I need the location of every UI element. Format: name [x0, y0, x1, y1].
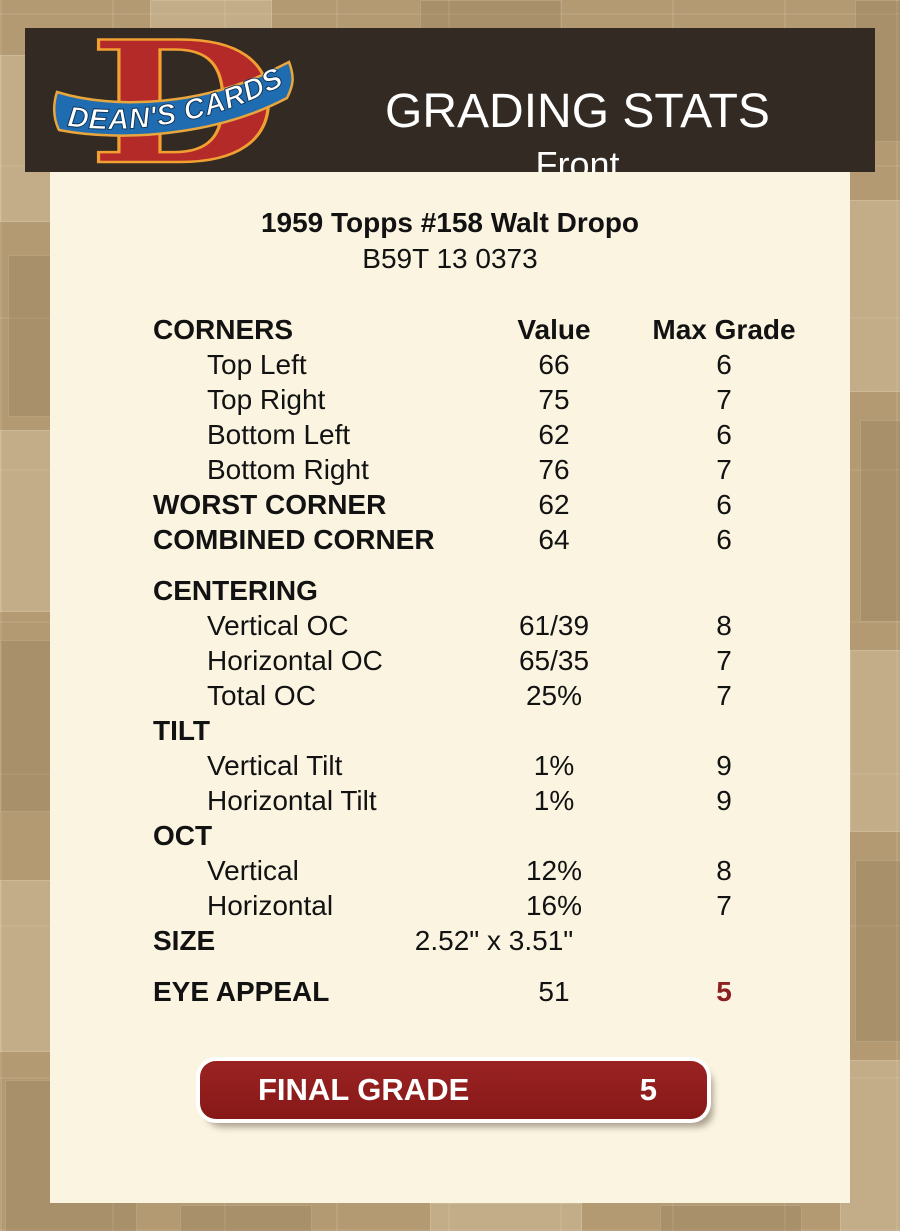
section-label: OCT [153, 820, 213, 851]
row-label: Top Left [207, 349, 307, 380]
table-section-row: OCT [50, 818, 850, 853]
row-label: Top Right [207, 384, 326, 415]
final-grade-button[interactable]: FINAL GRADE 5 [200, 1061, 707, 1119]
row-max-grade: 9 [716, 785, 732, 816]
table-row-eye-appeal: EYE APPEAL 51 5 [50, 974, 850, 1009]
row-value: 1% [533, 750, 575, 781]
row-label: Horizontal Tilt [207, 785, 377, 816]
row-max-grade: 7 [716, 680, 732, 711]
row-value: 25% [525, 680, 583, 711]
row-value: 61/39 [518, 610, 590, 641]
table-header-row: CORNERS Value Max Grade [50, 312, 850, 347]
background-card-ghost [840, 1060, 900, 1231]
row-value: 62 [538, 489, 570, 520]
row-label: Horizontal OC [207, 645, 383, 676]
row-max-grade: 7 [716, 890, 732, 921]
row-label: SIZE [153, 925, 216, 956]
table-row: Bottom Right 76 7 [50, 452, 850, 487]
table-row: Horizontal Tilt 1% 9 [50, 783, 850, 818]
final-grade-value: 5 [639, 1072, 657, 1107]
table-row: Vertical OC 61/39 8 [50, 608, 850, 643]
row-label: EYE APPEAL [153, 976, 330, 1007]
column-header-max-grade: Max Grade [652, 314, 796, 345]
row-value [459, 818, 649, 853]
row-max-grade: 9 [716, 750, 732, 781]
row-max-grade: 5 [716, 976, 732, 1007]
table-row: Top Right 75 7 [50, 382, 850, 417]
row-max-grade [649, 713, 799, 748]
table-row: Total OC 25% 7 [50, 678, 850, 713]
row-value: 1% [533, 785, 575, 816]
row-value: 75 [538, 384, 570, 415]
row-label: Bottom Right [207, 454, 369, 485]
header-bar: D DEAN'S CARDS GRADING STATS Front [25, 28, 875, 185]
row-label: Vertical [207, 855, 299, 886]
table-row: Vertical 12% 8 [50, 853, 850, 888]
card-serial-number: B59T 13 0373 [362, 243, 538, 274]
row-max-grade [649, 818, 799, 853]
table-row: COMBINED CORNER 64 6 [50, 522, 850, 557]
table-row: WORST CORNER 62 6 [50, 487, 850, 522]
row-max-grade: 7 [716, 384, 732, 415]
section-label: TILT [153, 715, 211, 746]
grading-table: CORNERS Value Max Grade Top Left 66 6 To… [50, 312, 850, 1009]
column-header-value: Value [517, 314, 591, 345]
background-card-ghost [150, 0, 272, 30]
row-value: 66 [538, 349, 570, 380]
table-row: Vertical Tilt 1% 9 [50, 748, 850, 783]
final-grade-label: FINAL GRADE [258, 1072, 470, 1107]
table-row: Bottom Left 62 6 [50, 417, 850, 452]
background-card-ghost [850, 650, 900, 832]
background-card-ghost [845, 200, 900, 392]
row-max-grade [649, 573, 799, 608]
background-card-ghost [860, 420, 900, 622]
table-row: Top Left 66 6 [50, 347, 850, 382]
table-row: Horizontal OC 65/35 7 [50, 643, 850, 678]
section-label: CENTERING [153, 575, 318, 606]
table-row-size: SIZE 2.52" x 3.51" [50, 923, 850, 958]
background-card-ghost [660, 1205, 802, 1231]
background-card-ghost [180, 1205, 312, 1231]
row-label: Bottom Left [207, 419, 351, 450]
background-card-ghost [420, 0, 562, 30]
row-max-grade: 8 [716, 610, 732, 641]
row-value: 64 [538, 524, 570, 555]
row-value: 62 [538, 419, 570, 450]
row-value: 65/35 [518, 645, 590, 676]
row-value: 2.52" x 3.51" [414, 925, 574, 956]
row-value [459, 573, 649, 608]
row-max-grade: 6 [716, 489, 732, 520]
row-max-grade [649, 923, 799, 958]
table-row: Horizontal 16% 7 [50, 888, 850, 923]
background-card-ghost [430, 1203, 582, 1231]
table-section-row: CENTERING [50, 573, 850, 608]
row-label: COMBINED CORNER [153, 524, 435, 555]
row-max-grade: 6 [716, 349, 732, 380]
logo-ribbon [53, 60, 294, 137]
deans-cards-logo: D DEAN'S CARDS [53, 34, 294, 170]
row-max-grade: 6 [716, 419, 732, 450]
row-value: 16% [525, 890, 583, 921]
row-value [459, 713, 649, 748]
column-header-section: CORNERS [153, 314, 294, 345]
row-label: Horizontal [207, 890, 334, 921]
row-label: WORST CORNER [153, 489, 387, 520]
stats-panel: 1959 Topps #158 Walt Dropo B59T 13 0373 … [50, 172, 850, 1203]
row-label: Vertical OC [207, 610, 349, 641]
row-max-grade: 7 [716, 645, 732, 676]
background-card-ghost [855, 860, 900, 1042]
row-max-grade: 7 [716, 454, 732, 485]
row-value: 12% [525, 855, 583, 886]
card-title: 1959 Topps #158 Walt Dropo [260, 207, 640, 238]
row-max-grade: 6 [716, 524, 732, 555]
row-max-grade: 8 [716, 855, 732, 886]
table-section-row: TILT [50, 713, 850, 748]
row-label: Vertical Tilt [207, 750, 343, 781]
row-value: 51 [538, 976, 570, 1007]
row-value: 76 [538, 454, 570, 485]
page-title: GRADING STATS [385, 85, 770, 138]
row-label: Total OC [207, 680, 316, 711]
